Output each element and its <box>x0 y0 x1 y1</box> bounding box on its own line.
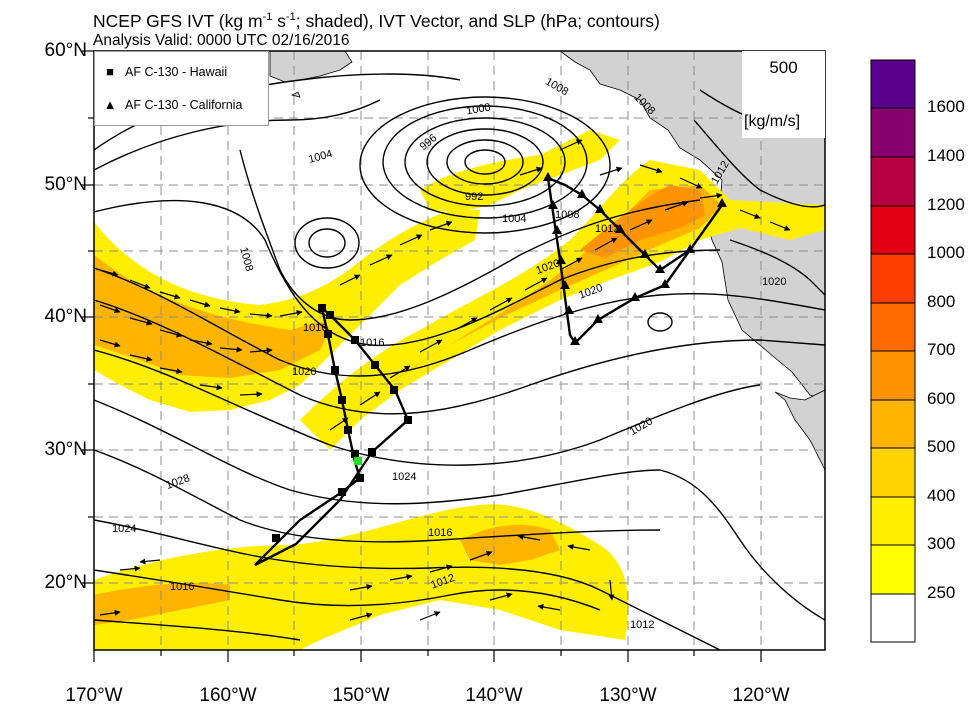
california-markers <box>543 172 727 345</box>
contour-label: 1016 <box>170 581 194 593</box>
reference-vector-box: 500 [kg/m/s] <box>742 51 825 138</box>
lat-label-40n: 40°N <box>44 306 87 327</box>
colorbar-label: 1400 <box>927 146 965 165</box>
legend-item-california: ▲ AF C-130 - California <box>103 97 243 112</box>
contour-label: 1004 <box>502 213 526 225</box>
contour-label: 1000 <box>465 101 491 117</box>
lat-label-30n: 30°N <box>44 439 87 460</box>
reference-vector-unit: [kg/m/s] <box>744 113 801 130</box>
ivt-vectors <box>99 139 791 621</box>
slp-contours <box>94 73 825 650</box>
hawaii-markers <box>272 304 412 542</box>
lon-label-120w: 120°W <box>732 685 790 706</box>
contour-label: 1024 <box>112 523 136 535</box>
ivt-plume-west-core <box>94 255 330 378</box>
map-frame <box>93 50 826 651</box>
lon-label-150w: 150°W <box>332 685 390 706</box>
alaska-coast <box>269 51 353 83</box>
highlight-marker <box>354 457 362 465</box>
lon-label-140w: 140°W <box>465 685 523 706</box>
colorbar-label: 600 <box>927 389 956 408</box>
lat-label-50n: 50°N <box>44 174 87 195</box>
colorbar-label: 700 <box>927 340 956 359</box>
lon-label-160w: 160°W <box>199 685 257 706</box>
chart-subtitle: Analysis Valid: 0000 UTC 02/16/2016 <box>93 32 350 49</box>
square-marker-icon: ■ <box>106 64 114 79</box>
lon-label-130w: 130°W <box>599 685 657 706</box>
triangle-marker-icon: ▲ <box>103 97 117 112</box>
reference-vector-value: 500 <box>769 58 798 77</box>
contour-label: 992 <box>465 191 483 203</box>
contour-label: 1012 <box>630 619 654 631</box>
colorbar-label: 1000 <box>927 243 965 262</box>
flight-legend: ■ AF C-130 - Hawaii ▲ AF C-130 - Califor… <box>94 51 269 126</box>
contour-label: 1020 <box>292 366 316 378</box>
contour-label: 1008 <box>555 209 579 221</box>
lat-label-20n: 20°N <box>44 572 87 593</box>
legend-label-california: AF C-130 - California <box>125 97 243 112</box>
contour-label: 1020 <box>762 276 786 288</box>
colorbar-label: 300 <box>927 534 956 553</box>
contour-label: 1016 <box>303 322 327 334</box>
colorbar-label: 1200 <box>927 195 965 214</box>
baja-california <box>774 389 825 471</box>
colorbar-label: 250 <box>927 583 956 602</box>
legend-label-hawaii: AF C-130 - Hawaii <box>125 64 228 79</box>
colorbar-label: 500 <box>927 437 956 456</box>
contour-label: 1016 <box>428 527 452 539</box>
lat-label-60n: 60°N <box>44 40 87 61</box>
contour-label: 1012 <box>595 223 619 235</box>
contour-label: 1016 <box>360 337 384 349</box>
contour-label: 1024 <box>392 471 416 483</box>
axis-ticks <box>82 50 762 662</box>
colorbar <box>870 59 916 643</box>
lon-label-170w: 170°W <box>65 685 123 706</box>
california-flight-track <box>546 176 723 345</box>
aleutian-island <box>290 91 301 98</box>
colorbar-label: 1600 <box>927 97 965 116</box>
ivt-pacific-south-core <box>94 583 230 625</box>
chart-title: NCEP GFS IVT (kg m-1 s-1; shaded), IVT V… <box>93 10 660 31</box>
colorbar-label: 800 <box>927 292 956 311</box>
colorbar-label: 400 <box>927 486 956 505</box>
legend-item-hawaii: ■ AF C-130 - Hawaii <box>103 64 227 79</box>
